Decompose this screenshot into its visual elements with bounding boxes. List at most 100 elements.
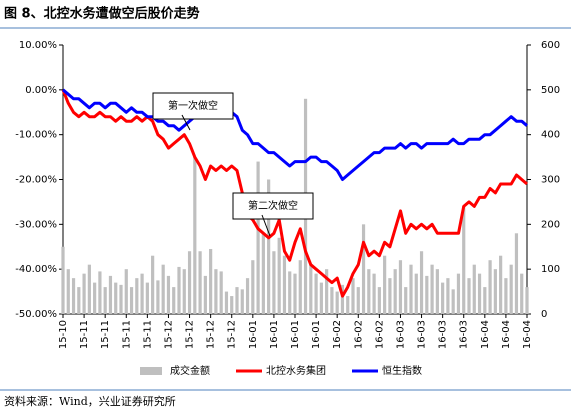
y2-tick-label: 300 (541, 175, 560, 186)
volume-bar (525, 287, 529, 314)
volume-bar (267, 179, 271, 314)
x-tick-label: 15-11 (121, 320, 132, 349)
volume-bar (261, 233, 265, 314)
volume-bar (367, 269, 371, 314)
volume-bar (135, 278, 139, 314)
volume-bar (404, 287, 408, 314)
volume-bar (514, 233, 519, 314)
x-tick-label: 15-11 (100, 320, 111, 349)
x-tick-label: 16-04 (501, 320, 512, 349)
volume-bar (193, 157, 197, 314)
volume-bar (520, 273, 524, 314)
volume-bar (224, 291, 229, 314)
volume-bar (314, 273, 318, 314)
annotation: 第一次做空 (168, 99, 218, 112)
volume-bar (151, 255, 155, 314)
x-tick-label: 15-11 (142, 320, 153, 349)
volume-bar (462, 206, 466, 314)
y-tick-label: 10.00% (19, 40, 57, 51)
x-tick-label: 16-03 (438, 320, 449, 349)
volume-bar (325, 269, 329, 314)
volume-bar (451, 289, 455, 314)
x-tick-label: 16-04 (480, 320, 491, 349)
volume-bar (145, 282, 149, 314)
x-tick-label: 16-01 (311, 320, 322, 349)
volume-bar (340, 284, 345, 314)
volume-bar (251, 260, 255, 314)
legend-swatch (140, 367, 162, 375)
volume-bar (61, 246, 65, 314)
volume-bar (467, 278, 471, 314)
volume-bar (493, 269, 497, 314)
volume-bar (372, 273, 376, 314)
volume-bar (309, 264, 313, 314)
legend-label: 成交金额 (170, 364, 210, 377)
volume-bar (456, 273, 461, 314)
volume-bar (414, 273, 418, 314)
y-tick-label: -10.00% (15, 130, 57, 141)
y2-tick-label: 200 (541, 219, 560, 230)
volume-bar (71, 278, 76, 314)
volume-bar (419, 251, 424, 314)
y-tick-label: -30.00% (15, 219, 57, 230)
chart-title: 图 8、北控水务遭做空后股价走势 (4, 6, 200, 22)
source: 资料来源：Wind，兴业证券研究所 (4, 394, 176, 408)
volume-bar (509, 264, 513, 314)
x-tick-label: 15-12 (206, 320, 217, 349)
x-tick-label: 16-04 (522, 320, 533, 349)
x-tick-label: 16-03 (395, 320, 406, 349)
volume-bar (477, 273, 482, 314)
x-tick-label: 15-12 (163, 320, 174, 349)
volume-bar (103, 287, 107, 314)
volume-bar (182, 269, 186, 314)
x-tick-label: 16-01 (269, 320, 280, 349)
x-tick-label: 16-01 (290, 320, 301, 349)
volume-bar (124, 269, 128, 314)
volume-bar (177, 266, 181, 314)
annotation-arrow (181, 114, 191, 131)
x-tick-label: 16-01 (248, 320, 259, 349)
y2-tick-label: 500 (541, 85, 560, 96)
volume-bar (214, 269, 218, 314)
volume-bar (187, 251, 192, 314)
volume-bar (129, 287, 134, 314)
annotation-box (232, 192, 314, 220)
volume-bar (114, 282, 118, 314)
volume-bar (66, 269, 70, 314)
legend-label: 北控水务集团 (266, 364, 326, 377)
volume-bar (330, 287, 334, 314)
x-tick-label: 16-03 (459, 320, 470, 349)
volume-bar (319, 282, 323, 314)
volume-bar (356, 287, 360, 314)
line (62, 88, 528, 181)
volume-bar (388, 278, 392, 314)
line (61, 89, 528, 298)
volume-bar (98, 271, 102, 314)
volume-bar (383, 255, 387, 314)
volume-bar (93, 282, 97, 314)
y-tick-label: -20.00% (15, 175, 57, 186)
volume-bar (430, 264, 434, 314)
volume-bar (293, 273, 297, 314)
volume-bar (504, 278, 508, 314)
x-tick-label: 16-02 (374, 320, 385, 349)
volume-bar (488, 260, 492, 314)
x-tick-label: 16-02 (332, 320, 343, 349)
volume-bar (346, 296, 350, 314)
y2-tick-label: 400 (541, 130, 560, 141)
volume-bar (172, 287, 176, 314)
y-tick-label: 0.00% (25, 85, 57, 96)
x-tick-label: 15-10 (58, 320, 69, 349)
y-tick-label: -40.00% (15, 264, 57, 275)
annotation-box (152, 92, 234, 120)
volume-bar (209, 248, 213, 314)
volume-bar (119, 284, 123, 314)
volume-bar (288, 271, 292, 314)
volume-bar (277, 237, 281, 314)
volume-bar (425, 275, 429, 314)
x-tick-label: 15-12 (227, 320, 238, 349)
volume-bar (161, 264, 165, 314)
legend-label: 恒生指数 (382, 364, 422, 377)
volume-bar (351, 278, 355, 314)
x-tick-label: 16-03 (417, 320, 428, 349)
